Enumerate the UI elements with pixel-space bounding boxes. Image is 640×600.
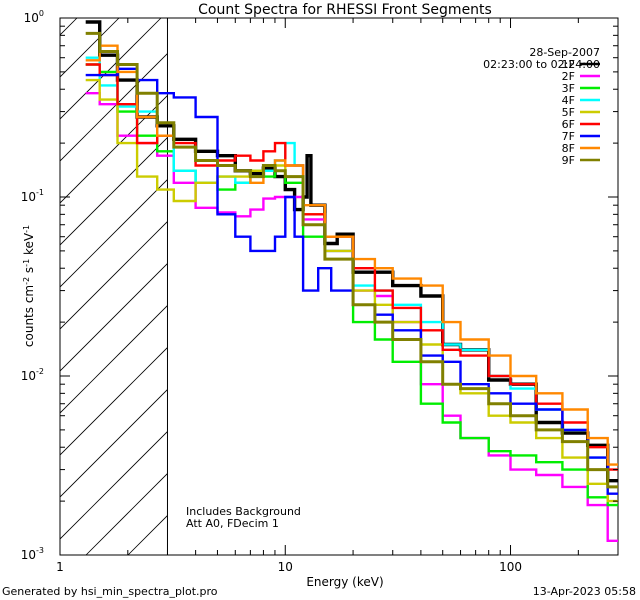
- annotation-background: Includes Background: [186, 505, 301, 518]
- legend-label-4f: 4F: [562, 94, 575, 107]
- x-tick-label: 100: [499, 560, 522, 574]
- hatch-line: [60, 18, 162, 120]
- y-tick-label: 100: [24, 9, 44, 25]
- hatch-line: [60, 262, 168, 372]
- hatch-line: [60, 52, 168, 162]
- date-label: 28-Sep-2007: [529, 46, 600, 59]
- hatch-line: [60, 94, 168, 204]
- hatch-line: [60, 220, 168, 330]
- y-tick-label: 10-3: [21, 546, 44, 562]
- hatch-line: [60, 178, 168, 288]
- hatch-line: [60, 388, 168, 498]
- legend-label-7f: 7F: [562, 130, 575, 143]
- series-line-7f: [85, 67, 618, 495]
- hatch-line: [60, 304, 168, 414]
- legend-label-2f: 2F: [562, 70, 575, 83]
- legend-label-1f: 1F: [562, 58, 575, 71]
- annotation-attenuator: Att A0, FDecim 1: [186, 517, 279, 530]
- hatch-line: [60, 136, 168, 246]
- legend-label-8f: 8F: [562, 142, 575, 155]
- series-line-2f: [85, 92, 618, 542]
- y-tick-label: 10-2: [21, 367, 44, 383]
- legend-label-3f: 3F: [562, 82, 575, 95]
- hatch-line: [60, 18, 78, 36]
- hatch-line: [60, 430, 168, 540]
- series-line-9f: [85, 31, 618, 489]
- hatch-line: [254, 18, 640, 555]
- time-range-label: 02:23:00 to 02:24:00: [483, 58, 600, 71]
- timestamp-label: 13-Apr-2023 05:58: [533, 585, 636, 598]
- legend-label-6f: 6F: [562, 118, 575, 131]
- legend-label-9f: 9F: [562, 154, 575, 167]
- x-tick-label: 10: [278, 560, 293, 574]
- chart-title: Count Spectra for RHESSI Front Segments: [198, 2, 492, 18]
- generated-by-label: Generated by hsi_min_spectra_plot.pro: [2, 585, 218, 598]
- attenuator-hatch-region: [60, 18, 640, 555]
- series-line-3f: [85, 63, 618, 507]
- x-axis-label: Energy (keV): [306, 575, 383, 589]
- series-layer: [85, 20, 618, 542]
- legend-label-5f: 5F: [562, 106, 575, 119]
- series-line-8f: [85, 44, 618, 466]
- plot-frame: [59, 17, 619, 556]
- y-tick-label: 10-1: [21, 188, 44, 204]
- y-axis-label: counts cm-2 s-1 keV-1: [22, 225, 36, 347]
- x-tick-label: 1: [56, 560, 64, 574]
